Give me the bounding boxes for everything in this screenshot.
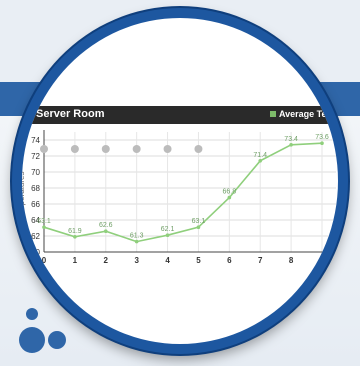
data-point xyxy=(258,159,263,163)
x-tick-label: 9 xyxy=(320,256,325,265)
data-point xyxy=(196,225,201,229)
dot-small xyxy=(26,308,38,320)
chart-title: Server Room xyxy=(36,108,105,120)
data-point xyxy=(103,229,108,233)
magnifier-lens: Server Room Average Temp 60 62 64 66 68 70 72 7… xyxy=(12,8,348,354)
x-tick-label: 0 xyxy=(42,256,47,265)
x-tick-label: 5 xyxy=(196,256,201,265)
dot-medium xyxy=(48,331,66,349)
x-tick-label: 4 xyxy=(165,256,170,265)
series-line-average-temp xyxy=(43,142,323,243)
data-label: 62.6 xyxy=(99,222,113,229)
data-point xyxy=(42,225,46,229)
y-tick-label: 68 xyxy=(31,184,40,193)
dot-large xyxy=(19,327,45,353)
top-marker xyxy=(194,145,203,153)
data-point xyxy=(165,233,170,237)
top-marker xyxy=(40,145,48,153)
data-label: 73.4 xyxy=(284,136,298,143)
top-marker xyxy=(132,145,141,153)
data-point xyxy=(227,195,232,200)
top-marker xyxy=(101,145,110,153)
legend[interactable]: Average Temp xyxy=(269,109,340,119)
x-tick-label: 2 xyxy=(104,256,109,265)
x-tick-label: 6 xyxy=(227,256,232,265)
y-tick-label: 74 xyxy=(31,136,40,145)
legend-swatch xyxy=(269,111,276,117)
data-label: 73.6 xyxy=(315,134,329,141)
data-label: 61.3 xyxy=(130,233,144,240)
y-axis-label: Temperatures xyxy=(17,172,26,221)
y-tick-label: 70 xyxy=(31,168,40,177)
y-tick-label: 66 xyxy=(31,200,40,209)
data-point xyxy=(320,141,324,145)
line-chart: 60 62 64 66 68 70 72 74 0 1 2 3 4 5 6 7 8 9 Temperatures 63… xyxy=(17,130,336,265)
data-label: 62.1 xyxy=(161,226,175,233)
x-tick-label: 1 xyxy=(73,256,78,265)
data-label: 63.1 xyxy=(192,218,206,225)
data-point xyxy=(73,235,77,239)
top-marker xyxy=(70,145,79,153)
data-label: 61.9 xyxy=(68,228,82,235)
x-tick-label: 3 xyxy=(134,256,139,265)
data-label: 71.4 xyxy=(253,152,267,159)
data-point xyxy=(289,143,293,147)
legend-label: Average Temp xyxy=(278,109,340,119)
chart-panel: Server Room Average Temp 60 62 64 66 68 70 72 7… xyxy=(17,18,340,344)
y-tick-label: 62 xyxy=(31,232,40,241)
x-tick-label: 7 xyxy=(258,256,263,265)
y-tick-label: 60 xyxy=(31,248,40,257)
y-tick-label: 72 xyxy=(31,152,40,161)
top-marker xyxy=(163,145,172,153)
data-label: 63.1 xyxy=(37,218,51,225)
data-point xyxy=(134,239,139,244)
chart-header: Server Room Average Temp xyxy=(30,106,340,124)
x-tick-label: 8 xyxy=(289,256,294,265)
data-label: 66.8 xyxy=(223,189,237,196)
y-tick-label: 64 xyxy=(31,216,40,225)
